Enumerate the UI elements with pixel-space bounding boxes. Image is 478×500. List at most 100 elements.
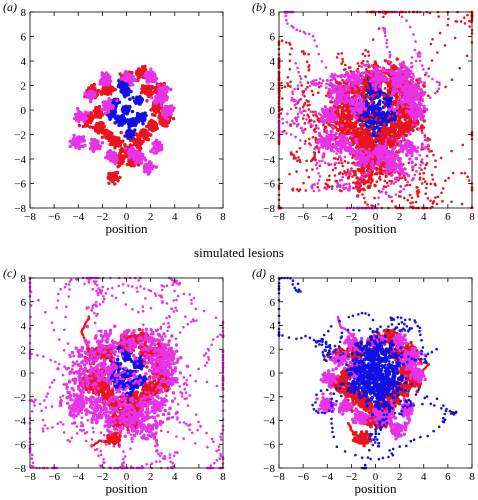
trail-point [430, 173, 434, 177]
trail-point [337, 52, 340, 56]
data-point [162, 83, 166, 88]
data-point [364, 134, 368, 138]
data-point [122, 86, 126, 91]
data-point [126, 133, 130, 137]
data-point [357, 131, 361, 136]
data-point [139, 99, 143, 103]
data-point [368, 144, 372, 149]
data-point [382, 122, 387, 126]
data-point [162, 89, 166, 93]
trail-point [371, 124, 374, 128]
data-point [378, 99, 382, 103]
trail-point [292, 154, 296, 157]
trail-point [366, 203, 369, 206]
data-point [391, 122, 395, 127]
x-tick-label: 8 [220, 211, 226, 223]
x-tick-label: −4 [72, 211, 84, 223]
trail-point [434, 165, 437, 169]
data-point [130, 118, 135, 123]
data-point [129, 77, 133, 81]
data-point [130, 131, 134, 135]
data-point [106, 99, 111, 104]
data-point [131, 74, 135, 79]
trail-point [425, 154, 429, 158]
trail-point [306, 104, 309, 107]
data-point [355, 120, 359, 124]
trail-point [296, 159, 299, 162]
data-point [76, 107, 80, 111]
data-point [149, 133, 153, 137]
trail-point [373, 196, 376, 200]
trail-point [280, 39, 284, 42]
data-point [387, 128, 391, 132]
data-point [135, 72, 140, 76]
data-point [103, 91, 107, 96]
trail-point [416, 186, 419, 189]
trail-point [290, 47, 293, 50]
data-point [147, 122, 151, 126]
data-point [164, 107, 168, 111]
trail-point [433, 183, 437, 186]
data-point [343, 116, 347, 120]
data-point [120, 148, 124, 153]
data-point [400, 129, 404, 133]
data-point [135, 133, 139, 137]
trail-point [450, 149, 453, 153]
data-point [107, 156, 111, 160]
trail-point [382, 15, 385, 19]
trail-point [418, 176, 422, 180]
data-point [112, 150, 116, 155]
trail-point [288, 53, 292, 56]
data-point [117, 136, 121, 140]
trail-point [441, 199, 444, 203]
trail-point [283, 85, 287, 88]
data-point [99, 127, 103, 132]
data-point [403, 125, 407, 129]
data-point [141, 122, 145, 126]
data-point [156, 142, 161, 147]
trail-point [332, 157, 336, 160]
trail-point [380, 93, 384, 97]
data-point [368, 127, 373, 131]
data-point [126, 105, 130, 110]
trail-point [322, 123, 325, 127]
trail-point [300, 50, 304, 53]
trail-point [305, 159, 308, 163]
trail-point [295, 150, 299, 154]
data-point [411, 128, 415, 133]
trail-point [365, 127, 369, 131]
data-point [165, 124, 169, 128]
trail-point [393, 128, 397, 132]
data-point [96, 143, 100, 147]
trail-point [310, 158, 314, 162]
trail-point [465, 54, 469, 58]
data-point [116, 114, 120, 118]
trail-point [356, 62, 360, 65]
data-point [107, 81, 111, 85]
data-point [370, 100, 374, 104]
trail-point [382, 118, 385, 121]
data-point [107, 171, 111, 176]
trail-point [304, 139, 307, 143]
trail-point [307, 108, 311, 111]
data-point [82, 139, 87, 143]
trail-point [344, 63, 347, 67]
data-point [90, 144, 94, 148]
trail-point [288, 59, 292, 63]
trail-point [310, 89, 314, 93]
trail-point [461, 143, 465, 147]
trail-point [370, 117, 373, 121]
trail-point [294, 106, 298, 110]
data-point [422, 119, 426, 123]
trail-point [446, 23, 450, 27]
trail-point [424, 192, 428, 195]
trail-point [296, 87, 300, 90]
trail-point [341, 164, 345, 168]
trail-point [436, 51, 439, 54]
trail-point [306, 81, 310, 84]
data-points [277, 10, 474, 210]
trail-point [289, 124, 292, 127]
data-point [87, 118, 92, 123]
data-point [91, 94, 95, 98]
